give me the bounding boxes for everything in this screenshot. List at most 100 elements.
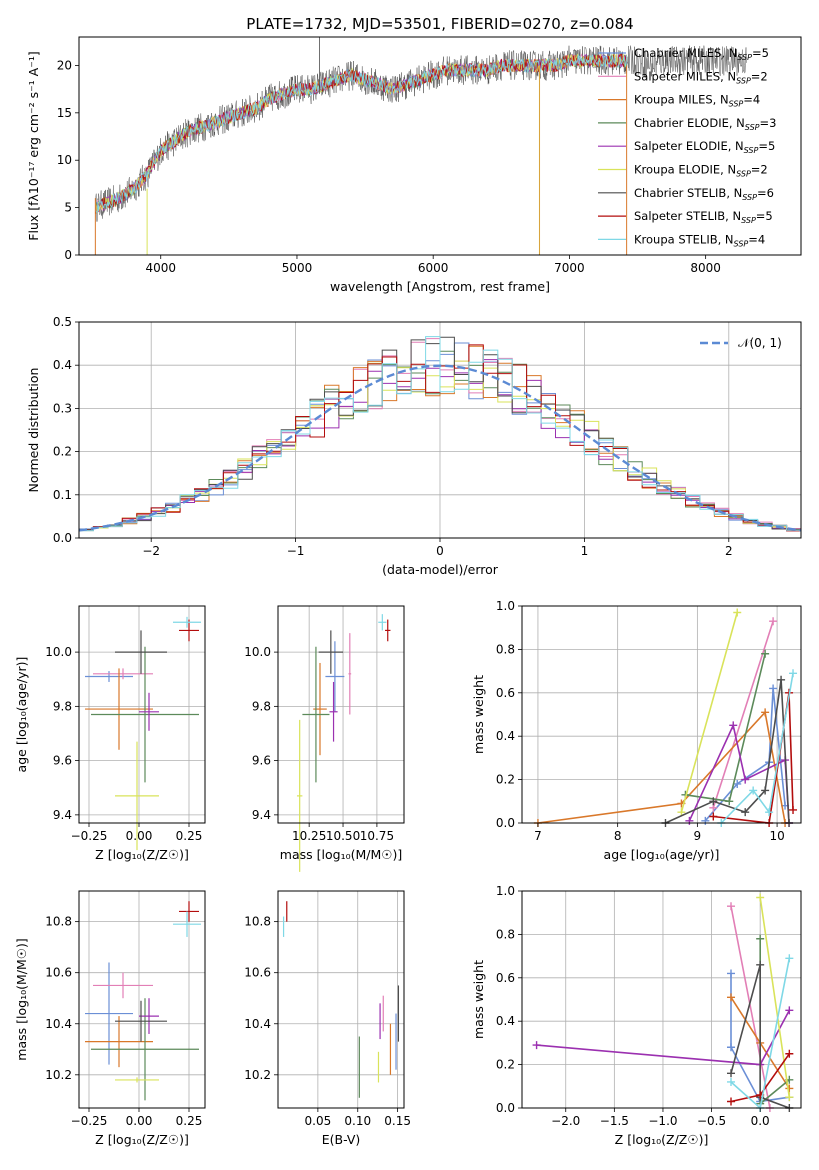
- mass-weight-marker: [729, 721, 738, 730]
- axes-frame: [521, 605, 802, 824]
- mass-weight-marker: [709, 812, 718, 821]
- legend-entry: Salpeter STELIB, NSSP=5: [634, 209, 773, 225]
- normal-reference-curve: [78, 364, 802, 532]
- mass-weight-marker: [677, 808, 686, 817]
- y-tick-label: 10.6: [244, 966, 271, 980]
- y-tick-label: 10.2: [45, 1068, 72, 1082]
- legend-entry: Kroupa STELIB, NSSP=4: [634, 232, 765, 248]
- y-tick-label: 0: [64, 248, 72, 262]
- mass-weight-marker: [727, 969, 736, 978]
- x-axis-label: mass [log₁₀(M/M☉)]: [280, 847, 402, 862]
- y-tick-label: 9.8: [252, 699, 271, 713]
- mass-vs-metallicity-panel: −0.25 0.00 0.25 10.2 10.4 10.6 10.8 Z [log₁₀(Z/…: [14, 890, 206, 1147]
- y-tick-label: 10: [57, 153, 72, 167]
- x-axis-label: Z [log₁₀(Z/Z☉)]: [95, 1132, 189, 1147]
- plot-area: [522, 891, 801, 1108]
- x-tick-label: 0.25: [176, 829, 203, 843]
- legend-entry: Chabrier STELIB, NSSP=6: [634, 186, 774, 202]
- mass-weight-marker: [727, 1077, 736, 1086]
- mass-weight-marker: [761, 786, 770, 795]
- y-axis-label: age [log₁₀(age/yr)]: [14, 657, 29, 773]
- mass-weight-line: [759, 897, 791, 1098]
- mass-weight-marker: [785, 1049, 794, 1058]
- mass-weight-marker: [756, 893, 765, 902]
- x-axis-label: Z [log₁₀(Z/Z☉)]: [95, 847, 189, 862]
- axes-frame: [78, 890, 206, 1109]
- x-axis-label: Z [log₁₀(Z/Z☉)]: [615, 1132, 709, 1147]
- mass-weight-marker: [765, 808, 774, 817]
- legend-entry: Kroupa MILES, NSSP=4: [634, 93, 760, 109]
- x-tick-label: −1.5: [600, 1114, 629, 1128]
- y-tick-label: 0.8: [496, 642, 515, 656]
- y-axis-label: Flux [fλ10⁻¹⁷ erg cm⁻² s⁻¹ A⁻¹]: [26, 51, 41, 240]
- x-tick-label: 0.10: [344, 1114, 371, 1128]
- y-tick-label: 0.0: [53, 531, 72, 545]
- mass-weight-line: [680, 612, 738, 813]
- x-tick-label: 9: [694, 829, 702, 843]
- mass-weight-marker: [741, 775, 750, 784]
- mass-weight-marker: [725, 797, 734, 806]
- y-tick-label: 0.6: [496, 686, 515, 700]
- x-tick-label: −2: [142, 544, 160, 558]
- mass-weight-marker: [777, 675, 786, 684]
- x-tick-label: 5000: [282, 261, 313, 275]
- plot-area: [278, 891, 404, 1108]
- axes-frame: [277, 605, 405, 824]
- mass-weight-marker: [785, 1084, 794, 1093]
- y-tick-label: 0.0: [496, 816, 515, 830]
- mass-weight-vs-age-panel: 7 8 9 10 0.0 0.2 0.4 0.6 0.8 1.0 age [log₁₀(age/yr…: [471, 599, 802, 862]
- x-tick-label: 0.25: [176, 1114, 203, 1128]
- y-tick-label: 9.6: [252, 754, 271, 768]
- age-vs-mass-panel: 10.25 10.50 10.75 9.4 9.6 9.8 10.0 mass [log₁₀(…: [244, 605, 405, 872]
- y-tick-label: 1.0: [496, 599, 515, 613]
- y-tick-label: 10.2: [244, 1068, 271, 1082]
- x-tick-label: 8000: [690, 261, 721, 275]
- y-tick-label: 20: [57, 58, 72, 72]
- y-tick-label: 0.5: [53, 315, 72, 329]
- mass-weight-marker: [761, 649, 770, 658]
- y-tick-label: 10.0: [45, 645, 72, 659]
- y-tick-label: 10.6: [45, 966, 72, 980]
- mass-weight-line: [537, 710, 786, 824]
- legend-entry: Chabrier ELODIE, NSSP=3: [634, 116, 776, 132]
- y-tick-label: 9.4: [53, 808, 72, 822]
- x-axis-label: E(B-V): [322, 1132, 361, 1147]
- mass-weight-marker: [727, 902, 736, 911]
- x-tick-label: −2.0: [551, 1114, 580, 1128]
- y-tick-label: 0.1: [53, 488, 72, 502]
- x-tick-label: 10: [769, 829, 784, 843]
- mass-weight-marker: [756, 960, 765, 969]
- spectrum-series-line: [94, 54, 627, 214]
- y-tick-label: 10.0: [244, 645, 271, 659]
- x-tick-label: −1: [287, 544, 305, 558]
- y-axis-label: mass weight: [471, 675, 486, 754]
- x-tick-label: 2: [725, 544, 733, 558]
- y-tick-label: 0.4: [496, 729, 515, 743]
- x-axis-label: age [log₁₀(age/yr)]: [604, 847, 720, 862]
- mass-weight-line: [665, 679, 790, 824]
- legend-entry: 𝒩(0, 1): [738, 336, 782, 350]
- axes-frame: [78, 36, 802, 256]
- x-tick-label: 10.50: [326, 829, 360, 843]
- axes-frame: [521, 890, 802, 1109]
- x-tick-label: 8: [614, 829, 622, 843]
- mass-weight-marker: [769, 617, 778, 626]
- x-tick-label: 0.00: [126, 829, 153, 843]
- x-tick-label: 7000: [554, 261, 585, 275]
- y-tick-label: 9.4: [252, 808, 271, 822]
- x-tick-label: −1.0: [648, 1114, 677, 1128]
- x-tick-label: −0.5: [697, 1114, 726, 1128]
- mass-weight-marker: [785, 954, 794, 963]
- x-axis-label: (data-model)/error: [382, 562, 499, 577]
- figure-title: PLATE=1732, MJD=53501, FIBERID=0270, z=0…: [246, 15, 633, 33]
- mass-weight-marker: [709, 797, 718, 806]
- y-tick-label: 0.6: [496, 971, 515, 985]
- x-tick-label: 6000: [418, 261, 449, 275]
- x-tick-label: 1: [581, 544, 589, 558]
- mass-weight-marker: [785, 1093, 794, 1102]
- mass-weight-marker: [789, 805, 798, 814]
- y-tick-label: 0.8: [496, 927, 515, 941]
- spectrum-panel: 4000 5000 6000 7000 8000 0 5 10 15 20 wavelength […: [26, 36, 802, 294]
- mass-weight-marker: [727, 1069, 736, 1078]
